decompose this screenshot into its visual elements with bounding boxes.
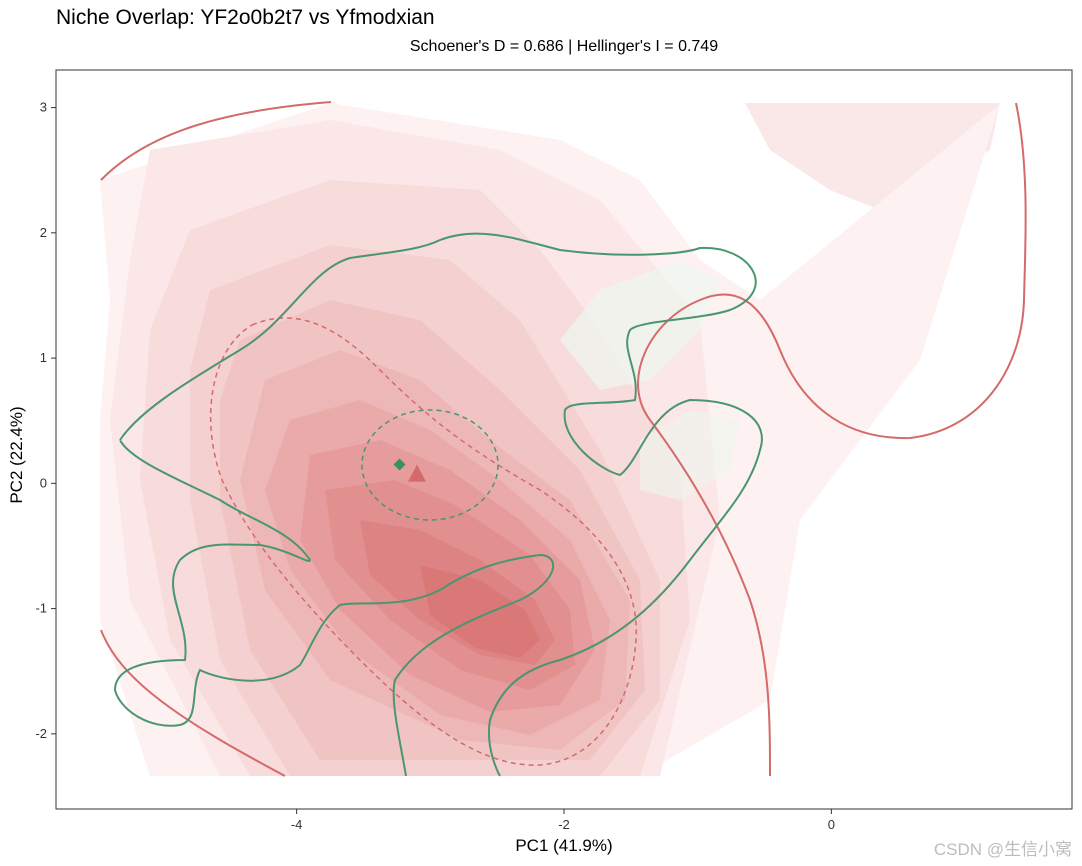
species-a-contour-dashed (209, 317, 637, 766)
chart-subtitle: Schoener's D = 0.686 | Hellinger's I = 0… (409, 38, 719, 55)
watermark: CSDN @生信小窝 (933, 840, 1072, 859)
y-tick-label: -2 (35, 726, 47, 741)
centroid-markers (393, 458, 426, 482)
x-tick-label: 0 (828, 817, 835, 832)
centroid-marker-triangle (407, 464, 426, 482)
y-tick-label: 3 (40, 100, 47, 115)
centroid-marker-diamond (393, 458, 406, 471)
x-tick-label: -4 (291, 817, 303, 832)
chart-title: Niche Overlap: YF2o0b2t7 vs Yfmodxian (56, 6, 435, 29)
y-tick-label: 1 (40, 350, 47, 365)
species-a-contour-lower (100, 629, 286, 777)
species-b-contour-dashed (361, 409, 499, 521)
density-fill (100, 103, 1000, 776)
y-tick-label: 2 (40, 225, 47, 240)
y-tick-label: -1 (35, 601, 47, 616)
contour-lines (100, 101, 1027, 777)
species-b-contour (113, 232, 763, 777)
species-a-contour-upper (100, 101, 332, 181)
y-tick-label: 0 (40, 475, 47, 490)
species-a-contour-right (637, 102, 1027, 777)
x-axis-label: PC1 (41.9%) (515, 836, 613, 855)
y-axis: -2 -1 0 1 2 3 (35, 100, 56, 741)
x-tick-label: -2 (558, 817, 570, 832)
x-axis: -4 -2 0 (291, 809, 835, 832)
